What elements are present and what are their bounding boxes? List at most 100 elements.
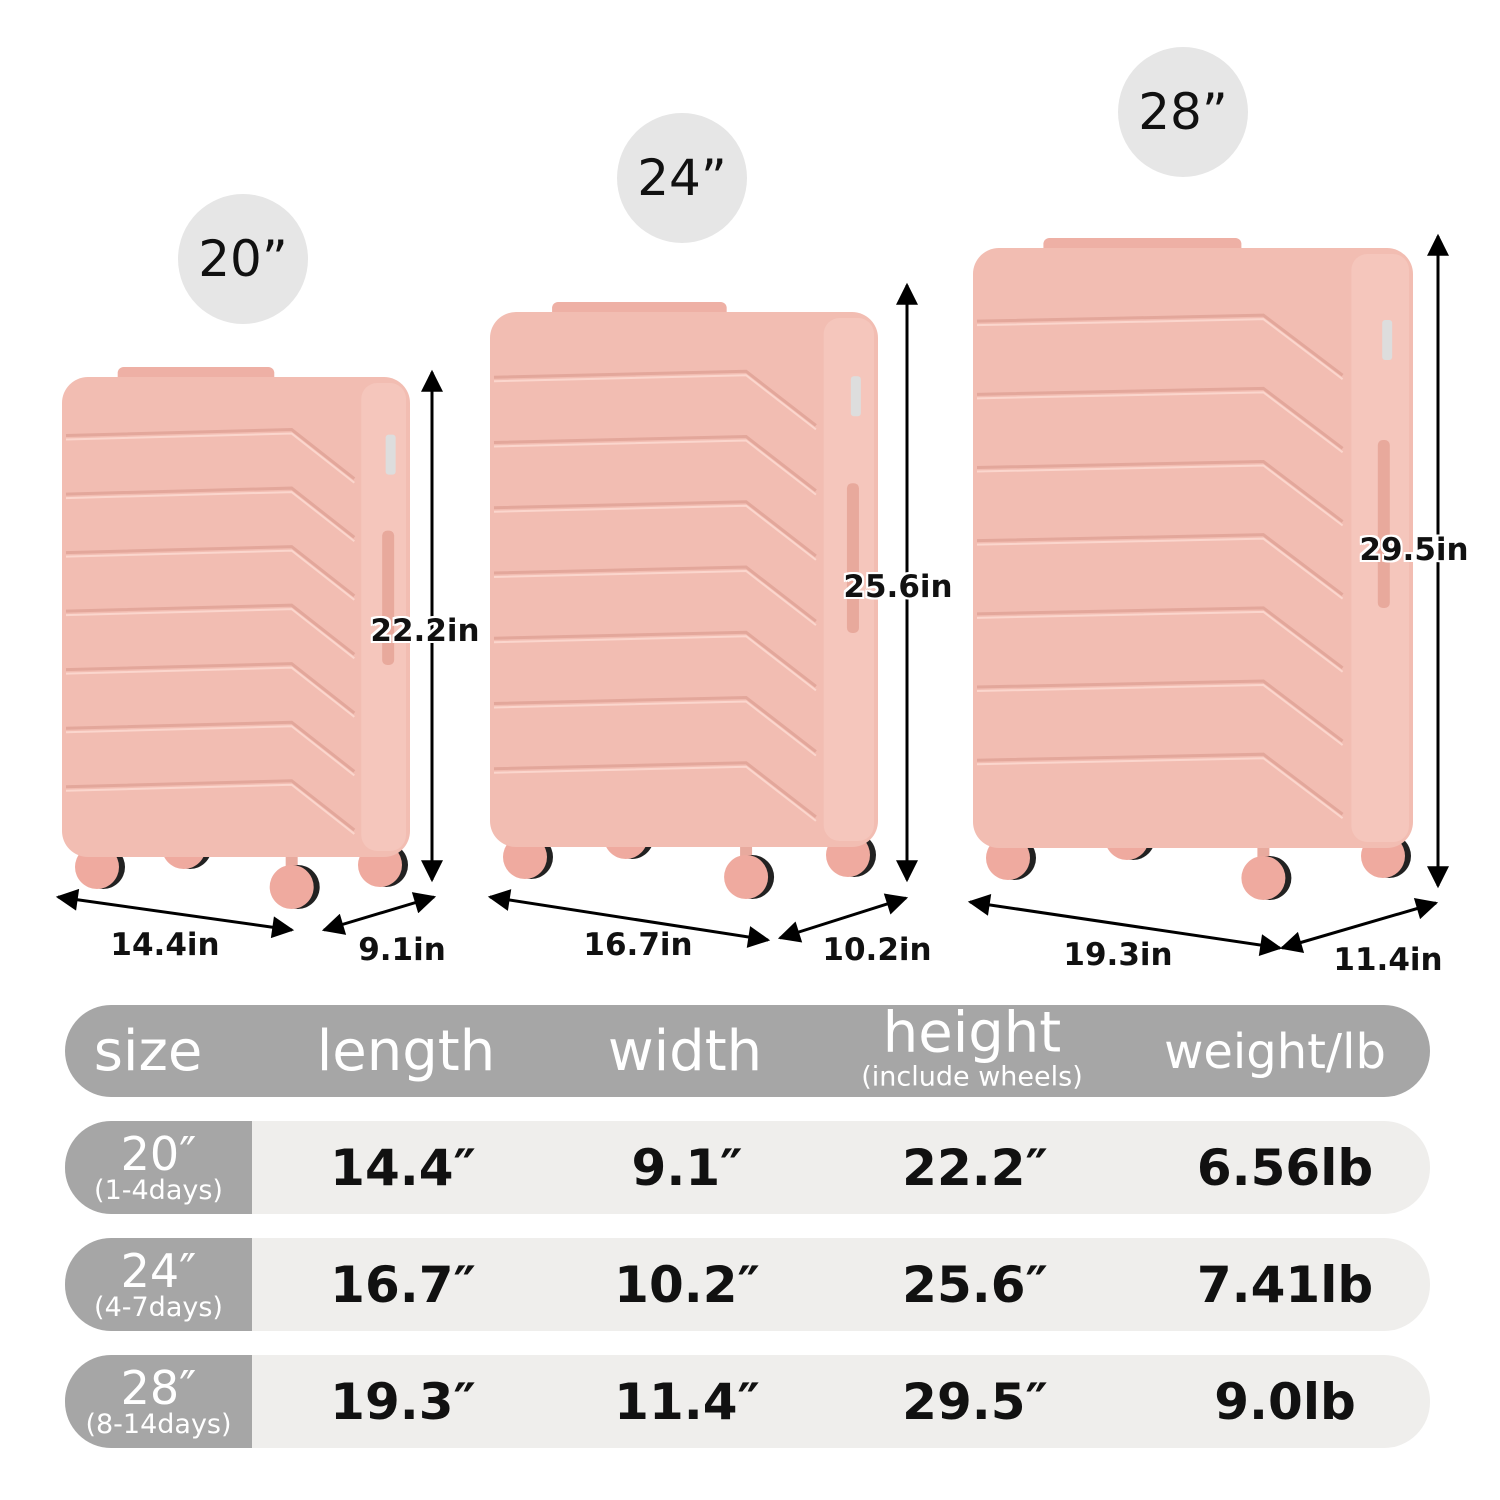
height-label-28: 29.5in [1359,532,1469,568]
ridge-highlight [976,464,1344,527]
ridge-highlight [65,491,355,543]
side-handle [382,530,395,665]
ridge [976,606,1344,670]
ridge-highlight [493,504,817,561]
tsa-lock [1382,320,1393,360]
ridge [65,486,356,539]
width-arrow-20 [321,892,437,935]
ridge [493,369,817,427]
ridge [65,545,356,597]
length-value: 14.4″ [330,1139,476,1197]
ridge [65,662,356,715]
height-label-20: 22.2in [370,613,480,649]
wheel [724,855,769,899]
size-cell: 20″ (1-4days) [65,1121,252,1214]
length-arrow-24 [487,889,771,948]
header-width: width [607,1019,763,1084]
weight-value: 7.41lb [1196,1256,1374,1314]
width-value: 9.1″ [631,1139,743,1197]
table-row: 24″ (4-7days) 16.7″ 10.2″ 25.6″ 7.41lb [65,1238,1430,1331]
ridge-highlight [65,666,355,718]
ridge-highlight [976,537,1344,600]
ridge [976,313,1344,377]
header-length: length [316,1019,496,1084]
height-value: 22.2″ [902,1139,1048,1197]
length-value: 19.3″ [330,1373,476,1431]
suitcase-24 [490,302,878,899]
width-label-20: 9.1in [358,932,446,968]
ridge-highlight [493,700,817,757]
size-value: 20″ [120,1127,197,1181]
header-height-label: height [882,1000,1062,1066]
header-height-note: (include wheels) [861,1061,1083,1093]
tsa-lock [850,376,861,417]
height-label-24: 25.6in [843,569,953,605]
table-row: 20″ (1-4days) 14.4″ 9.1″ 22.2″ 6.56lb [65,1121,1430,1214]
ridge [976,386,1344,450]
ridge-highlight [493,765,817,822]
ridge-highlight [976,318,1344,380]
width-value: 11.4″ [614,1373,760,1431]
ridge-highlight [65,783,355,835]
ridge [493,434,817,492]
side-handle [846,483,859,633]
suitcase-illustration [55,233,1449,956]
table-header [65,1005,1430,1097]
ridge-highlight [493,439,817,496]
suitcase-28 [973,238,1413,900]
width-label-28: 11.4in [1333,942,1443,978]
ridge-highlight [65,608,355,660]
size-value: 28″ [120,1361,197,1415]
tsa-lock [385,434,396,475]
size-badge-label: 24” [637,149,727,207]
header-size: size [93,1019,203,1084]
ridge-highlight [493,569,817,626]
ridge [65,428,356,480]
ridge-highlight [493,374,817,431]
weight-value: 9.0lb [1214,1373,1356,1431]
ridge [976,679,1344,743]
ridge-highlight [976,610,1344,673]
ridge [976,752,1344,816]
suitcase-body [490,312,878,847]
width-arrow-28 [1279,897,1439,954]
ridge [493,695,817,753]
trip-days: (1-4days) [94,1175,223,1206]
ridge [493,565,817,623]
suitcase-20 [62,367,410,909]
length-value: 16.7″ [330,1256,476,1314]
ridge-highlight [976,757,1344,819]
table-row: 28″ (8-14days) 19.3″ 11.4″ 29.5″ 9.0lb [65,1355,1430,1448]
header-weight: weight/lb [1164,1024,1386,1080]
ridge [493,630,817,688]
length-arrow-28 [967,894,1283,956]
ridge [493,500,817,558]
suitcase-body [973,248,1413,848]
width-value: 10.2″ [614,1256,760,1314]
size-value: 24″ [120,1244,197,1298]
length-label-24: 16.7in [583,927,693,963]
ridge [976,460,1344,523]
width-arrow-24 [777,893,909,943]
ridge [65,779,356,832]
height-value: 25.6″ [902,1256,1048,1314]
wheel [1241,856,1286,900]
size-cell: 28″ (8-14days) [65,1355,252,1448]
size-badge-20: 20” [178,194,308,324]
height-value: 29.5″ [902,1373,1048,1431]
length-arrow-20 [55,888,295,939]
ridge-highlight [65,725,355,777]
size-cell: 24″ (4-7days) [65,1238,252,1331]
size-badge-label: 20” [198,230,288,288]
wheel [269,865,314,909]
size-badge-28: 28” [1118,47,1248,177]
size-badge-label: 28” [1138,83,1228,141]
weight-value: 6.56lb [1196,1139,1374,1197]
ridge-highlight [65,432,355,484]
ridge-highlight [976,391,1344,454]
header-height: height (include wheels) [861,1005,1083,1093]
length-label-28: 19.3in [1063,937,1173,973]
ridge [976,533,1344,596]
length-label-20: 14.4in [110,927,220,963]
ridge [65,603,356,656]
